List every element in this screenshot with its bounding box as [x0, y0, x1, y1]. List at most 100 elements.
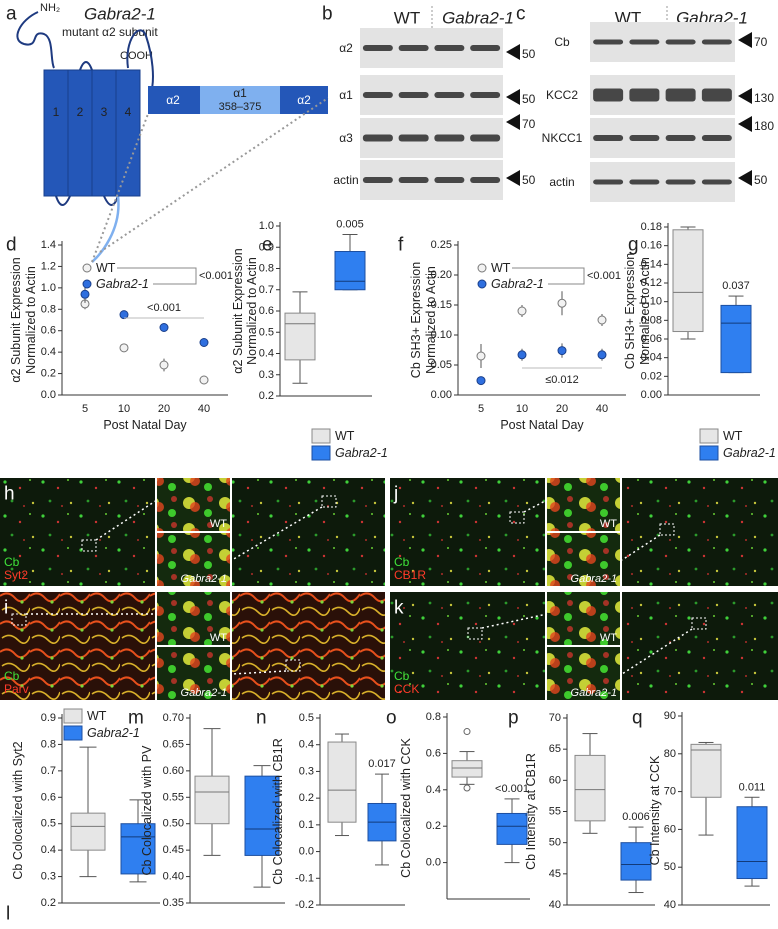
blot-band — [434, 177, 465, 183]
y-tick-label: 0.2 — [299, 792, 314, 804]
box — [244, 775, 280, 856]
y-tick-label: 0.05 — [431, 359, 452, 371]
construct-label: α1 — [233, 86, 247, 100]
loops — [55, 61, 119, 206]
y-tick-label: 0.10 — [431, 329, 452, 341]
helix-label: 3 — [101, 105, 108, 119]
inset-label: Gabra2-1 — [181, 687, 227, 699]
y-tick-label: 0.00 — [431, 389, 452, 401]
y-axis-label: α2 Subunit Expression — [231, 248, 245, 373]
blot-band — [701, 179, 732, 185]
panel-label: f — [398, 235, 404, 256]
x-tick-label: 10 — [516, 403, 528, 415]
n-terminus: NH₂ — [40, 2, 60, 14]
panel-label: n — [256, 708, 267, 729]
y-tick-label: 0.8 — [426, 711, 441, 723]
marker-label: 70 — [522, 117, 536, 131]
data-point — [80, 289, 90, 299]
inset — [547, 478, 620, 531]
annotation: 0.011 — [739, 781, 766, 793]
y-axis-label: α2 Subunit Expression — [9, 257, 23, 382]
blot-band — [665, 135, 696, 141]
y-axis-label: Normalized to Actin — [638, 257, 652, 365]
annotation: 0.037 — [722, 280, 750, 292]
y-tick-label: 0.14 — [641, 258, 662, 270]
micrograph — [0, 592, 155, 700]
y-tick-label: 0.25 — [431, 239, 452, 251]
legend-swatch — [699, 428, 719, 444]
x-axis-label: Post Natal Day — [500, 418, 584, 432]
stain-label: CCK — [394, 682, 419, 696]
marker-label: 130 — [754, 91, 774, 105]
blot-band — [434, 134, 465, 142]
legend-swatch — [63, 725, 83, 741]
micrograph — [232, 478, 385, 586]
x-tick-label: 5 — [478, 403, 484, 415]
legend-marker — [477, 279, 487, 289]
blot-row-label: actin — [333, 173, 358, 187]
y-tick-label: 1.2 — [41, 260, 56, 272]
panel-label: j — [393, 484, 398, 505]
y-tick-label: 0.5 — [259, 326, 274, 338]
construct-label: α2 — [297, 93, 311, 107]
marker-arrow — [738, 88, 752, 104]
y-axis-label: Normalized to Actin — [24, 266, 38, 374]
helix-label: 1 — [53, 105, 60, 119]
diagram: a NH₂ Gabra2-1 mutant α2 subunit COOH 1 … — [6, 2, 329, 263]
y-tick-label: 0.6 — [426, 747, 441, 759]
x-tick-label: 40 — [198, 403, 210, 415]
micrograph — [232, 592, 385, 700]
y-tick-label: 80 — [664, 748, 676, 760]
panel-label: a — [6, 4, 17, 25]
y-axis-label: Normalized to Actin — [245, 257, 259, 365]
helix-label: 4 — [125, 105, 132, 119]
y-tick-label: 0.5 — [41, 818, 56, 830]
y-tick-label: 45 — [549, 868, 561, 880]
annotation: 0.005 — [336, 219, 364, 231]
blot-band — [398, 45, 429, 51]
annotation: 0.006 — [622, 811, 650, 823]
y-tick-label: 70 — [664, 786, 676, 798]
blot-band — [470, 45, 501, 51]
helix — [91, 69, 117, 197]
inset-label: Gabra2-1 — [571, 687, 617, 699]
y-tick-label: -0.2 — [295, 899, 314, 911]
blot-row-label: α1 — [339, 88, 353, 102]
y-tick-label: 0.60 — [163, 765, 184, 777]
panel-label: g — [628, 235, 639, 256]
box — [70, 812, 106, 851]
y-tick-label: 0.2 — [426, 820, 441, 832]
y-tick-label: 0.8 — [41, 303, 56, 315]
marker-label: 50 — [522, 173, 536, 187]
box — [334, 251, 366, 291]
legend-label: Gabra2-1 — [491, 277, 544, 291]
y-tick-label: 0.65 — [163, 738, 184, 750]
micrograph — [622, 478, 778, 586]
helix — [43, 69, 69, 197]
legend-swatch — [311, 428, 331, 444]
legend-marker — [477, 263, 487, 273]
stain-label: Cb — [394, 669, 410, 683]
x-tick-label: 10 — [118, 403, 130, 415]
y-tick-label: 0.2 — [259, 390, 274, 402]
y-axis-label: Cb Intensity at CB1R — [524, 753, 538, 870]
micrograph — [0, 478, 155, 586]
roi — [509, 511, 525, 524]
panel-label: p — [508, 708, 519, 729]
stain-label: Cb — [394, 555, 410, 569]
y-tick-label: 0.3 — [41, 871, 56, 883]
y-tick-label: 0.40 — [163, 871, 184, 883]
y-tick-label: 0.0 — [426, 857, 441, 869]
panel-label: k — [394, 598, 404, 619]
panel-label: l — [6, 904, 10, 925]
stain-label: Parv — [4, 682, 29, 696]
legend-label: WT — [491, 261, 511, 275]
legend-marker — [82, 263, 92, 273]
marker-arrow — [506, 44, 520, 60]
y-tick-label: 60 — [664, 823, 676, 835]
helix-label: 2 — [77, 105, 84, 119]
data-point — [597, 315, 607, 325]
inset-label: Gabra2-1 — [571, 573, 617, 585]
panel-label: i — [4, 598, 8, 619]
panel-label: q — [632, 708, 643, 729]
